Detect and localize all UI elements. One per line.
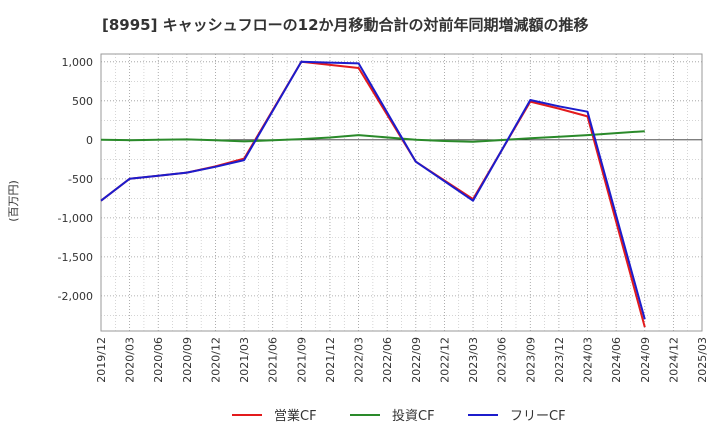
x-tick-label: 2020/03 — [124, 337, 137, 383]
y-tick-label: -500 — [68, 173, 93, 186]
x-tick-label: 2022/12 — [438, 337, 451, 383]
y-tick-label: 0 — [86, 134, 93, 147]
legend-label: 営業CF — [274, 408, 317, 424]
chart-title: [8995] キャッシュフローの12か月移動合計の対前年同期増減額の推移 — [102, 16, 589, 34]
x-tick-label: 2023/12 — [553, 337, 566, 383]
y-tick-label: -1,500 — [58, 251, 93, 264]
y-tick-label: 500 — [72, 95, 93, 108]
axes: 1,000 500 0 -500 -1,000 -1,500 -2,000 2019/12 20… — [58, 56, 709, 383]
legend: 営業CF 投資CF フリーCF — [232, 408, 566, 424]
x-tick-label: 2020/09 — [181, 337, 194, 383]
x-tick-label: 2021/03 — [238, 337, 251, 383]
series-line-営業CF — [100, 60, 646, 328]
y-tick-label: 1,000 — [62, 56, 94, 69]
series-line-投資CF — [100, 130, 645, 143]
y-tick-label: -1,000 — [58, 212, 93, 225]
x-tick-label: 2019/12 — [95, 337, 108, 383]
legend-label: 投資CF — [392, 408, 435, 424]
x-tick-label: 2024/12 — [667, 337, 680, 383]
x-tick-label: 2022/06 — [381, 337, 394, 383]
x-tick-label: 2022/09 — [410, 337, 423, 383]
x-tick-label: 2023/06 — [496, 337, 509, 383]
x-tick-label: 2021/06 — [267, 337, 280, 383]
x-tick-label: 2022/03 — [353, 337, 366, 383]
x-tick-label: 2024/09 — [639, 337, 652, 383]
x-tick-label: 2021/09 — [295, 337, 308, 383]
series-line-フリーCF — [100, 60, 646, 320]
x-tick-label: 2024/03 — [582, 337, 595, 383]
x-tick-label: 2020/12 — [209, 337, 222, 383]
x-tick-label: 2021/12 — [324, 337, 337, 383]
x-tick-label: 2024/06 — [610, 337, 623, 383]
x-tick-label: 2025/03 — [696, 337, 709, 383]
y-axis-title: (百万円) — [7, 180, 20, 222]
y-tick-label: -2,000 — [58, 290, 93, 303]
x-tick-label: 2020/06 — [152, 337, 165, 383]
x-tick-label: 2023/09 — [524, 337, 537, 383]
x-tick-label: 2023/03 — [467, 337, 480, 383]
series-area — [100, 60, 646, 328]
legend-label: フリーCF — [510, 409, 566, 424]
grid — [100, 53, 703, 332]
